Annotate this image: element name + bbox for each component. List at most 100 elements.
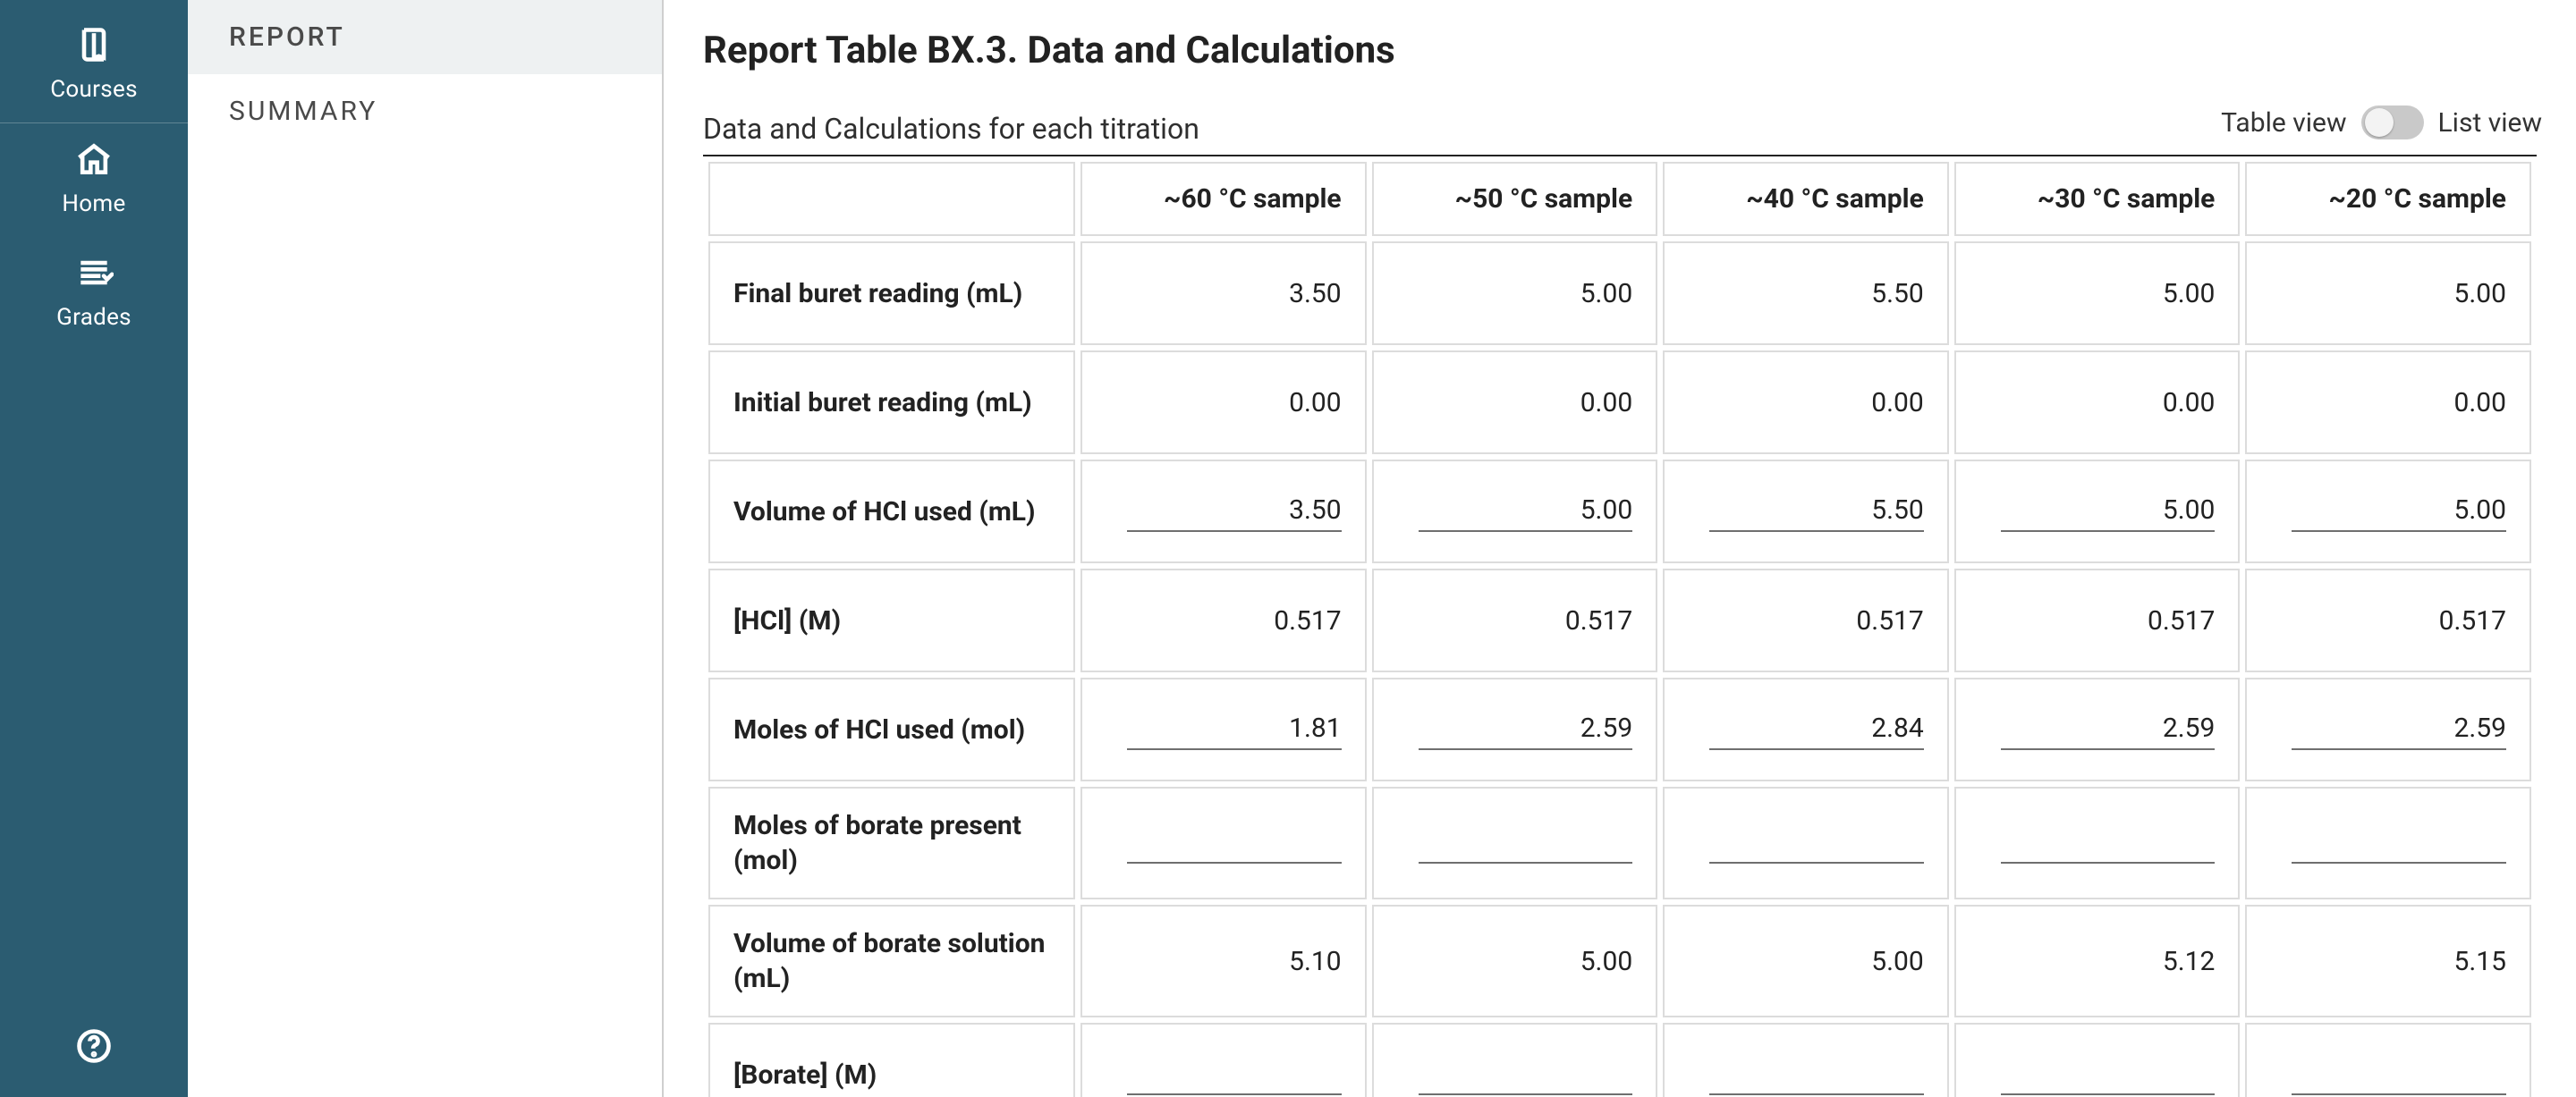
cell-input-value[interactable]: 5.00 xyxy=(1419,491,1633,532)
row-header: Moles of HCl used (mol) xyxy=(708,678,1075,781)
data-table-wrap: ~60 °C sample ~50 °C sample ~40 °C sampl… xyxy=(703,155,2537,1097)
cell-input-value[interactable] xyxy=(1419,823,1633,864)
table-row: Final buret reading (mL)3.505.005.505.00… xyxy=(708,241,2531,345)
table-row: Moles of HCl used (mol) 1.81 2.59 2.84 2.59 2… xyxy=(708,678,2531,781)
table-row: [HCl] (M)0.5170.5170.5170.5170.517 xyxy=(708,569,2531,672)
cell-value: 5.50 xyxy=(1663,241,1949,345)
row-header: Initial buret reading (mL) xyxy=(708,350,1075,454)
table-row: Initial buret reading (mL)0.000.000.000.… xyxy=(708,350,2531,454)
cell-input[interactable] xyxy=(1372,787,1658,899)
row-header: [Borate] (M) xyxy=(708,1023,1075,1097)
cell-input[interactable]: 2.59 xyxy=(2245,678,2531,781)
help-button[interactable] xyxy=(74,1026,114,1072)
cell-value: 5.00 xyxy=(1372,905,1658,1017)
cell-input-value[interactable]: 2.59 xyxy=(1419,709,1633,750)
main-content: Report Table BX.3. Data and Calculations… xyxy=(664,0,2576,1097)
rail-label-home: Home xyxy=(62,190,125,217)
cell-input[interactable]: 5.00 xyxy=(1372,460,1658,563)
cell-value: 3.50 xyxy=(1080,241,1367,345)
subnav-item-report[interactable]: REPORT xyxy=(188,0,662,74)
list-icon xyxy=(74,253,114,299)
cell-input[interactable] xyxy=(1954,787,2241,899)
cell-input-value[interactable] xyxy=(1709,1054,1924,1095)
cell-input-value[interactable]: 3.50 xyxy=(1127,491,1342,532)
cell-input-value[interactable] xyxy=(1419,1054,1633,1095)
cell-input[interactable] xyxy=(1663,787,1949,899)
table-row: Volume of borate solution (mL)5.105.005.… xyxy=(708,905,2531,1017)
row-header: Moles of borate present (mol) xyxy=(708,787,1075,899)
view-toggle-row: Table view List view xyxy=(2221,105,2542,139)
rail-item-courses[interactable]: Courses xyxy=(0,9,188,123)
col-header: ~50 °C sample xyxy=(1372,162,1658,236)
cell-input[interactable] xyxy=(1372,1023,1658,1097)
cell-value: 5.00 xyxy=(1954,241,2241,345)
rail-label-courses: Courses xyxy=(50,76,138,103)
cell-input[interactable]: 5.50 xyxy=(1663,460,1949,563)
table-row: Moles of borate present (mol) xyxy=(708,787,2531,899)
page-title: Report Table BX.3. Data and Calculations xyxy=(703,29,2537,72)
cell-value: 5.00 xyxy=(2245,241,2531,345)
cell-input[interactable]: 2.84 xyxy=(1663,678,1949,781)
cell-value: 0.517 xyxy=(1080,569,1367,672)
table-corner xyxy=(708,162,1075,236)
cell-input-value[interactable]: 2.59 xyxy=(2292,709,2506,750)
cell-input-value[interactable]: 5.50 xyxy=(1709,491,1924,532)
cell-value: 0.00 xyxy=(1954,350,2241,454)
view-toggle[interactable] xyxy=(2361,105,2424,139)
cell-input[interactable]: 5.00 xyxy=(1954,460,2241,563)
cell-value: 0.517 xyxy=(1954,569,2241,672)
cell-input[interactable] xyxy=(1663,1023,1949,1097)
cell-value: 0.517 xyxy=(2245,569,2531,672)
cell-input-value[interactable] xyxy=(1127,1054,1342,1095)
cell-input[interactable]: 2.59 xyxy=(1954,678,2241,781)
cell-input-value[interactable] xyxy=(1127,823,1342,864)
cell-value: 0.517 xyxy=(1663,569,1949,672)
cell-value: 5.10 xyxy=(1080,905,1367,1017)
cell-input[interactable] xyxy=(1954,1023,2241,1097)
cell-value: 0.00 xyxy=(1080,350,1367,454)
cell-input-value[interactable] xyxy=(2001,1054,2216,1095)
cell-input-value[interactable] xyxy=(2292,1054,2506,1095)
col-header: ~30 °C sample xyxy=(1954,162,2241,236)
cell-value: 5.00 xyxy=(1372,241,1658,345)
cell-input-value[interactable]: 5.00 xyxy=(2292,491,2506,532)
book-icon xyxy=(74,25,114,71)
primary-rail: Courses Home Grades xyxy=(0,0,188,1097)
row-header: Volume of HCl used (mL) xyxy=(708,460,1075,563)
subnav-item-summary[interactable]: SUMMARY xyxy=(188,74,662,148)
cell-input[interactable]: 5.00 xyxy=(2245,460,2531,563)
cell-value: 5.00 xyxy=(1663,905,1949,1017)
toggle-knob xyxy=(2365,108,2394,137)
col-header: ~20 °C sample xyxy=(2245,162,2531,236)
row-header: Final buret reading (mL) xyxy=(708,241,1075,345)
cell-input[interactable] xyxy=(2245,1023,2531,1097)
row-header: Volume of borate solution (mL) xyxy=(708,905,1075,1017)
cell-input-value[interactable]: 5.00 xyxy=(2001,491,2216,532)
secondary-nav: REPORT SUMMARY xyxy=(188,0,664,1097)
cell-input-value[interactable] xyxy=(2292,823,2506,864)
toggle-label-list: List view xyxy=(2438,107,2542,139)
cell-input-value[interactable] xyxy=(1709,823,1924,864)
rail-item-home[interactable]: Home xyxy=(0,123,188,237)
cell-value: 5.15 xyxy=(2245,905,2531,1017)
rail-label-grades: Grades xyxy=(56,304,131,331)
col-header: ~40 °C sample xyxy=(1663,162,1949,236)
table-row: [Borate] (M) xyxy=(708,1023,2531,1097)
cell-input[interactable] xyxy=(2245,787,2531,899)
toggle-label-table: Table view xyxy=(2221,107,2346,139)
cell-input[interactable] xyxy=(1080,787,1367,899)
cell-value: 0.517 xyxy=(1372,569,1658,672)
cell-input[interactable]: 2.59 xyxy=(1372,678,1658,781)
cell-value: 0.00 xyxy=(2245,350,2531,454)
cell-input-value[interactable]: 2.59 xyxy=(2001,709,2216,750)
cell-input-value[interactable]: 1.81 xyxy=(1127,709,1342,750)
rail-item-grades[interactable]: Grades xyxy=(0,237,188,350)
cell-input[interactable]: 1.81 xyxy=(1080,678,1367,781)
cell-input[interactable]: 3.50 xyxy=(1080,460,1367,563)
cell-value: 0.00 xyxy=(1372,350,1658,454)
help-icon xyxy=(74,1042,114,1072)
cell-input-value[interactable] xyxy=(2001,823,2216,864)
cell-input-value[interactable]: 2.84 xyxy=(1709,709,1924,750)
home-icon xyxy=(74,139,114,185)
cell-input[interactable] xyxy=(1080,1023,1367,1097)
